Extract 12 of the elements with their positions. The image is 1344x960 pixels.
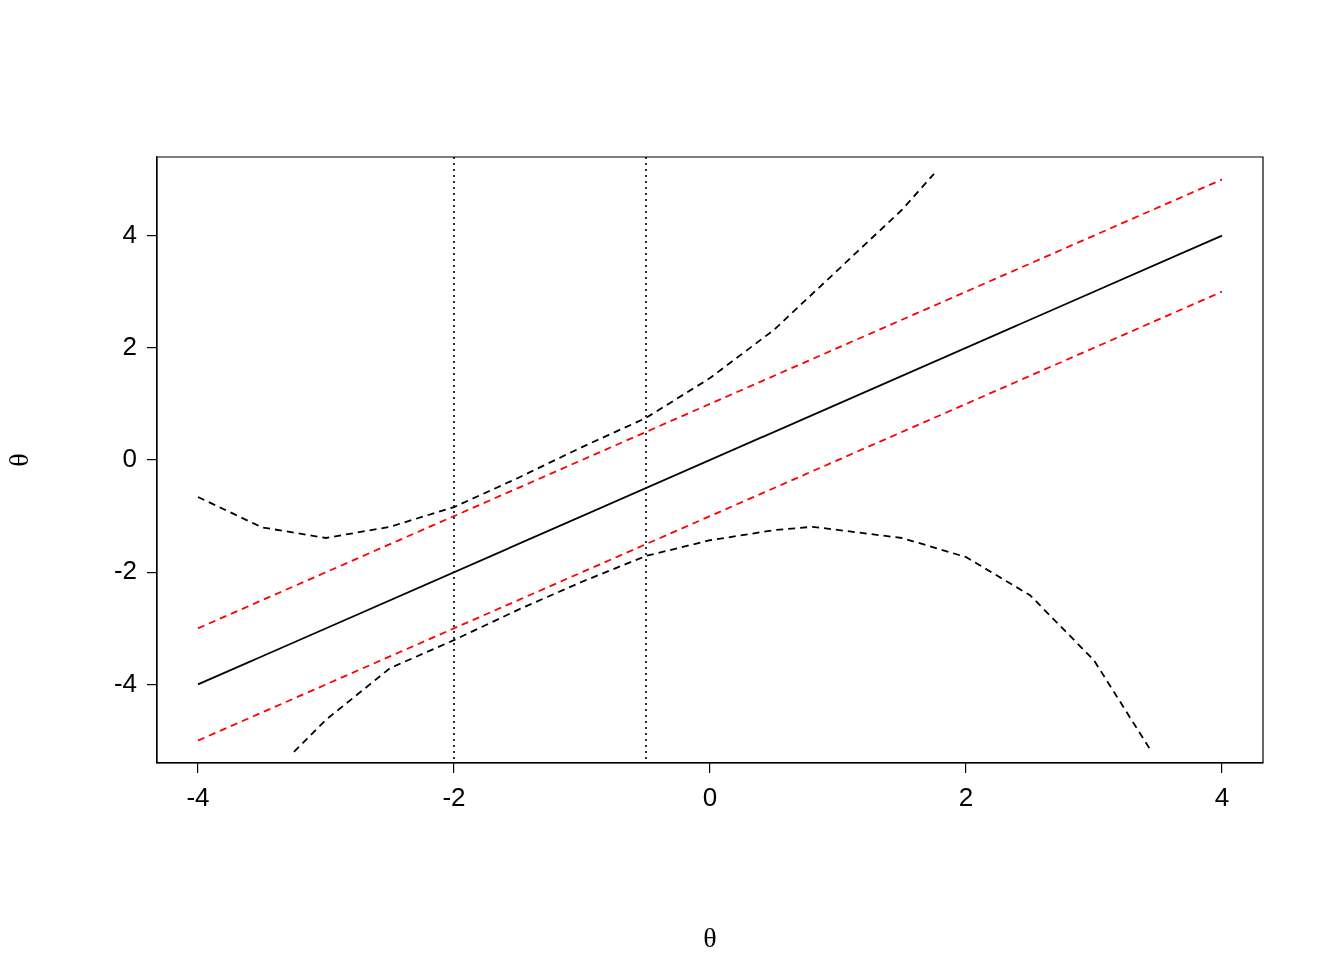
y-tick-label: 4 — [122, 218, 137, 249]
y-tick-label: -2 — [113, 555, 137, 586]
x-tick-label: -4 — [186, 781, 210, 812]
y-tick-label: -4 — [113, 667, 137, 698]
y-tick-label: 0 — [122, 443, 137, 474]
x-tick-label: 0 — [702, 781, 718, 812]
x-tick-label: 2 — [958, 781, 974, 812]
x-axis-title: θ — [703, 921, 717, 953]
y-tick-label: 2 — [122, 330, 137, 361]
x-tick-label: -2 — [442, 781, 466, 812]
x-tick-label: 4 — [1214, 781, 1230, 812]
y-axis-title: θ — [3, 453, 35, 467]
